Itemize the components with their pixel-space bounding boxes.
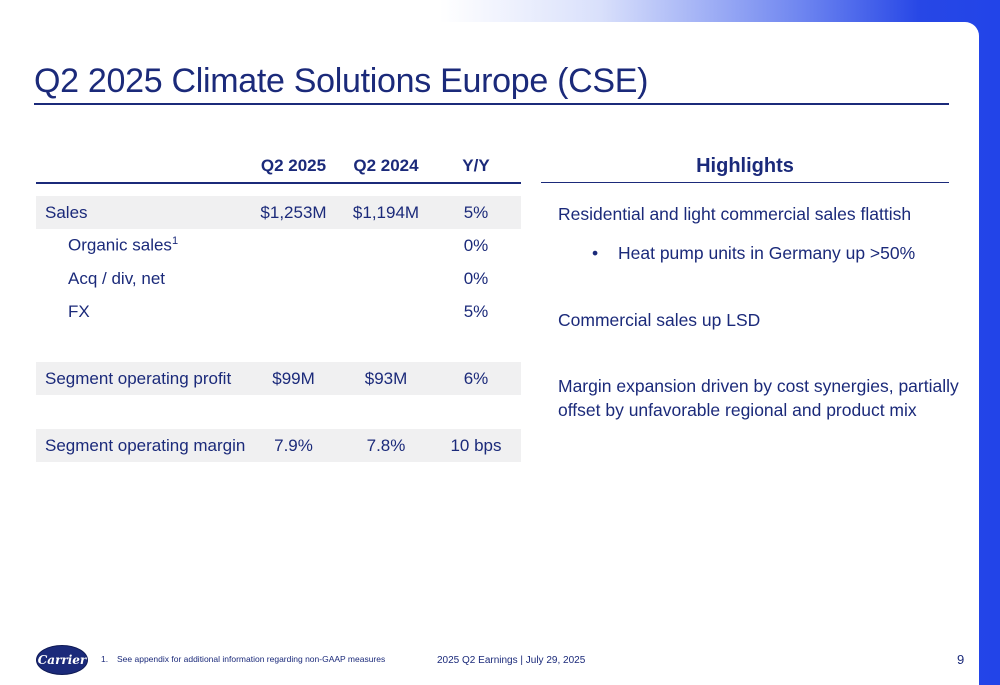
spacer-row <box>36 183 521 196</box>
row-label: Acq / div, net <box>68 268 166 288</box>
table-row-operating-profit: Segment operating profit $99M $93M 6% <box>36 362 521 395</box>
table-row-fx: FX 5% <box>36 295 521 328</box>
table-row-acq-div: Acq / div, net 0% <box>36 262 521 295</box>
spacer-row <box>36 328 521 362</box>
row-label: Organic sales1 <box>36 229 246 262</box>
highlight-residential: Residential and light commercial sales f… <box>558 204 912 224</box>
footnote-text: See appendix for additional information … <box>117 654 386 664</box>
highlight-heat-pump-bullet: • Heat pump units in Germany up >50% <box>592 241 915 265</box>
cell-q2-2025 <box>246 229 341 262</box>
cell-q2-2024: $1,194M <box>341 196 431 229</box>
row-label: Segment operating margin <box>36 429 246 462</box>
table-row-operating-margin: Segment operating margin 7.9% 7.8% 10 bp… <box>36 429 521 462</box>
row-label: Sales <box>36 196 246 229</box>
cell-yy: 5% <box>431 196 521 229</box>
cell-q2-2025: $99M <box>246 362 341 395</box>
cell-yy: 0% <box>463 235 489 255</box>
cell-q2-2024 <box>341 295 431 328</box>
cell-yy: 6% <box>431 362 521 395</box>
cell-q2-2025: 7.9% <box>246 429 341 462</box>
table-row-organic-sales: Organic sales1 0% <box>36 229 521 262</box>
carrier-logo: Carrier <box>36 645 88 675</box>
title-divider <box>34 103 949 105</box>
cell-q2-2025 <box>246 295 341 328</box>
cell-yy: 5% <box>463 301 489 321</box>
cell-q2-2024 <box>341 262 431 295</box>
footer-event-date: 2025 Q2 Earnings | July 29, 2025 <box>437 655 586 666</box>
header-q2-2025: Q2 2025 <box>246 150 341 184</box>
footnote-number: 1. <box>101 654 109 664</box>
row-label-text: Organic sales <box>68 235 172 255</box>
spacer-row <box>36 395 521 429</box>
table-row-sales: Sales $1,253M $1,194M 5% <box>36 196 521 229</box>
header-q2-2024: Q2 2024 <box>341 150 431 184</box>
financial-table: Q2 2025 Q2 2024 Y/Y Sales $1,253M $1,194… <box>36 150 521 462</box>
cell-q2-2025: $1,253M <box>246 196 341 229</box>
slide-card <box>0 22 979 685</box>
row-label: Segment operating profit <box>36 362 246 395</box>
row-label: FX <box>68 301 90 321</box>
bullet-icon: • <box>592 243 599 263</box>
highlight-heat-pump-text: Heat pump units in Germany up >50% <box>618 243 916 263</box>
highlight-margin-line1: Margin expansion driven by cost synergie… <box>558 376 959 396</box>
cell-yy: 0% <box>463 268 489 288</box>
header-yy: Y/Y <box>431 150 521 184</box>
page-number: 9 <box>957 652 965 667</box>
footnote-marker: 1 <box>171 235 179 248</box>
highlight-margin-line2: offset by unfavorable regional and produ… <box>558 400 917 420</box>
cell-q2-2024: 7.8% <box>341 429 431 462</box>
header-blank <box>36 150 246 184</box>
table-header-row: Q2 2025 Q2 2024 Y/Y <box>36 150 521 184</box>
page-title: Q2 2025 Climate Solutions Europe (CSE) <box>34 62 649 100</box>
cell-q2-2024: $93M <box>341 362 431 395</box>
highlight-commercial: Commercial sales up LSD <box>558 310 761 330</box>
footnote: 1. See appendix for additional informatio… <box>101 654 385 664</box>
cell-yy: 10 bps <box>431 429 521 462</box>
highlight-margin: Margin expansion driven by cost synergie… <box>558 374 959 422</box>
cell-q2-2025 <box>246 262 341 295</box>
highlights-heading: Highlights <box>541 150 949 183</box>
cell-q2-2024 <box>341 229 431 262</box>
